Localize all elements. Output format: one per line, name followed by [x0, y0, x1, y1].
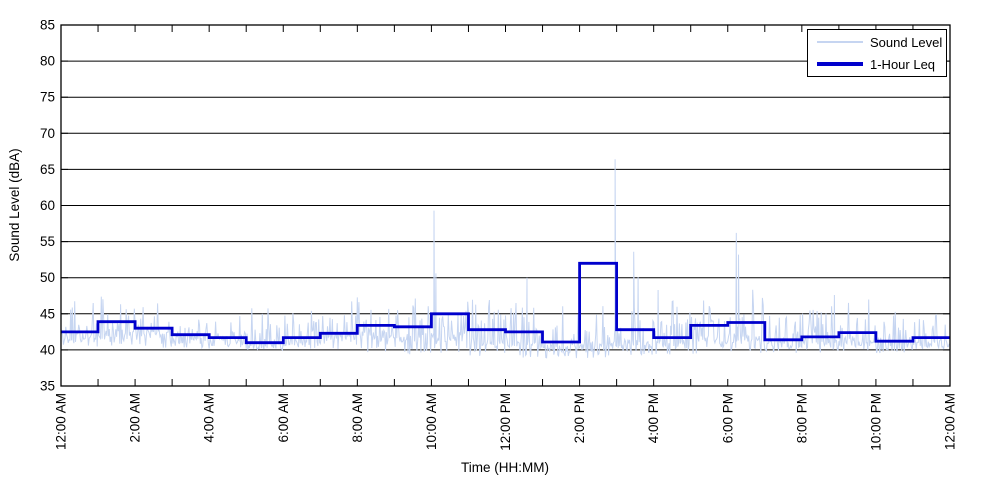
x-tick-label: 12:00 AM: [54, 393, 69, 450]
x-tick-label: 10:00 AM: [424, 393, 439, 450]
y-axis-label: Sound Level (dBA): [7, 148, 22, 261]
x-tick-label: 6:00 AM: [276, 393, 291, 443]
x-tick-label: 10:00 PM: [868, 393, 883, 451]
x-tick-label: 8:00 AM: [350, 393, 365, 443]
sound-level-line-swatch: [817, 41, 863, 43]
x-tick-label: 2:00 AM: [128, 393, 143, 443]
leq-step-series: [61, 261, 950, 345]
y-tick-label: 75: [40, 90, 55, 105]
legend-item-sound-level: Sound Level: [808, 34, 946, 51]
y-tick-label: 55: [40, 234, 55, 249]
y-tick-label: 65: [40, 162, 55, 177]
x-tick-label: 12:00 PM: [498, 393, 513, 451]
y-tick-label: 45: [40, 306, 55, 321]
y-tick-label: 35: [40, 379, 55, 394]
legend-label-sound-level: Sound Level: [870, 34, 943, 50]
y-tick-label: 70: [40, 126, 55, 141]
y-tick-label: 80: [40, 54, 55, 69]
x-tick-label: 8:00 PM: [794, 393, 809, 443]
x-tick-label: 4:00 PM: [646, 393, 661, 443]
x-tick-label: 2:00 PM: [572, 393, 587, 443]
leq-line-swatch: [817, 62, 863, 66]
y-tick-label: 40: [40, 342, 55, 357]
legend: Sound Level 1-Hour Leq: [807, 29, 947, 77]
y-tick-label: 85: [40, 18, 55, 33]
legend-item-1-hour-leq: 1-Hour Leq: [808, 56, 946, 73]
sound-level-series: [60, 159, 950, 359]
x-axis-label: Time (HH:MM): [461, 460, 549, 475]
y-tick-label: 60: [40, 198, 55, 213]
x-tick-label: 6:00 PM: [720, 393, 735, 443]
legend-label-1-hour-leq: 1-Hour Leq: [870, 56, 936, 72]
x-tick-label: 12:00 AM: [943, 393, 958, 450]
x-tick-label: 4:00 AM: [202, 393, 217, 443]
y-tick-label: 50: [40, 270, 55, 285]
